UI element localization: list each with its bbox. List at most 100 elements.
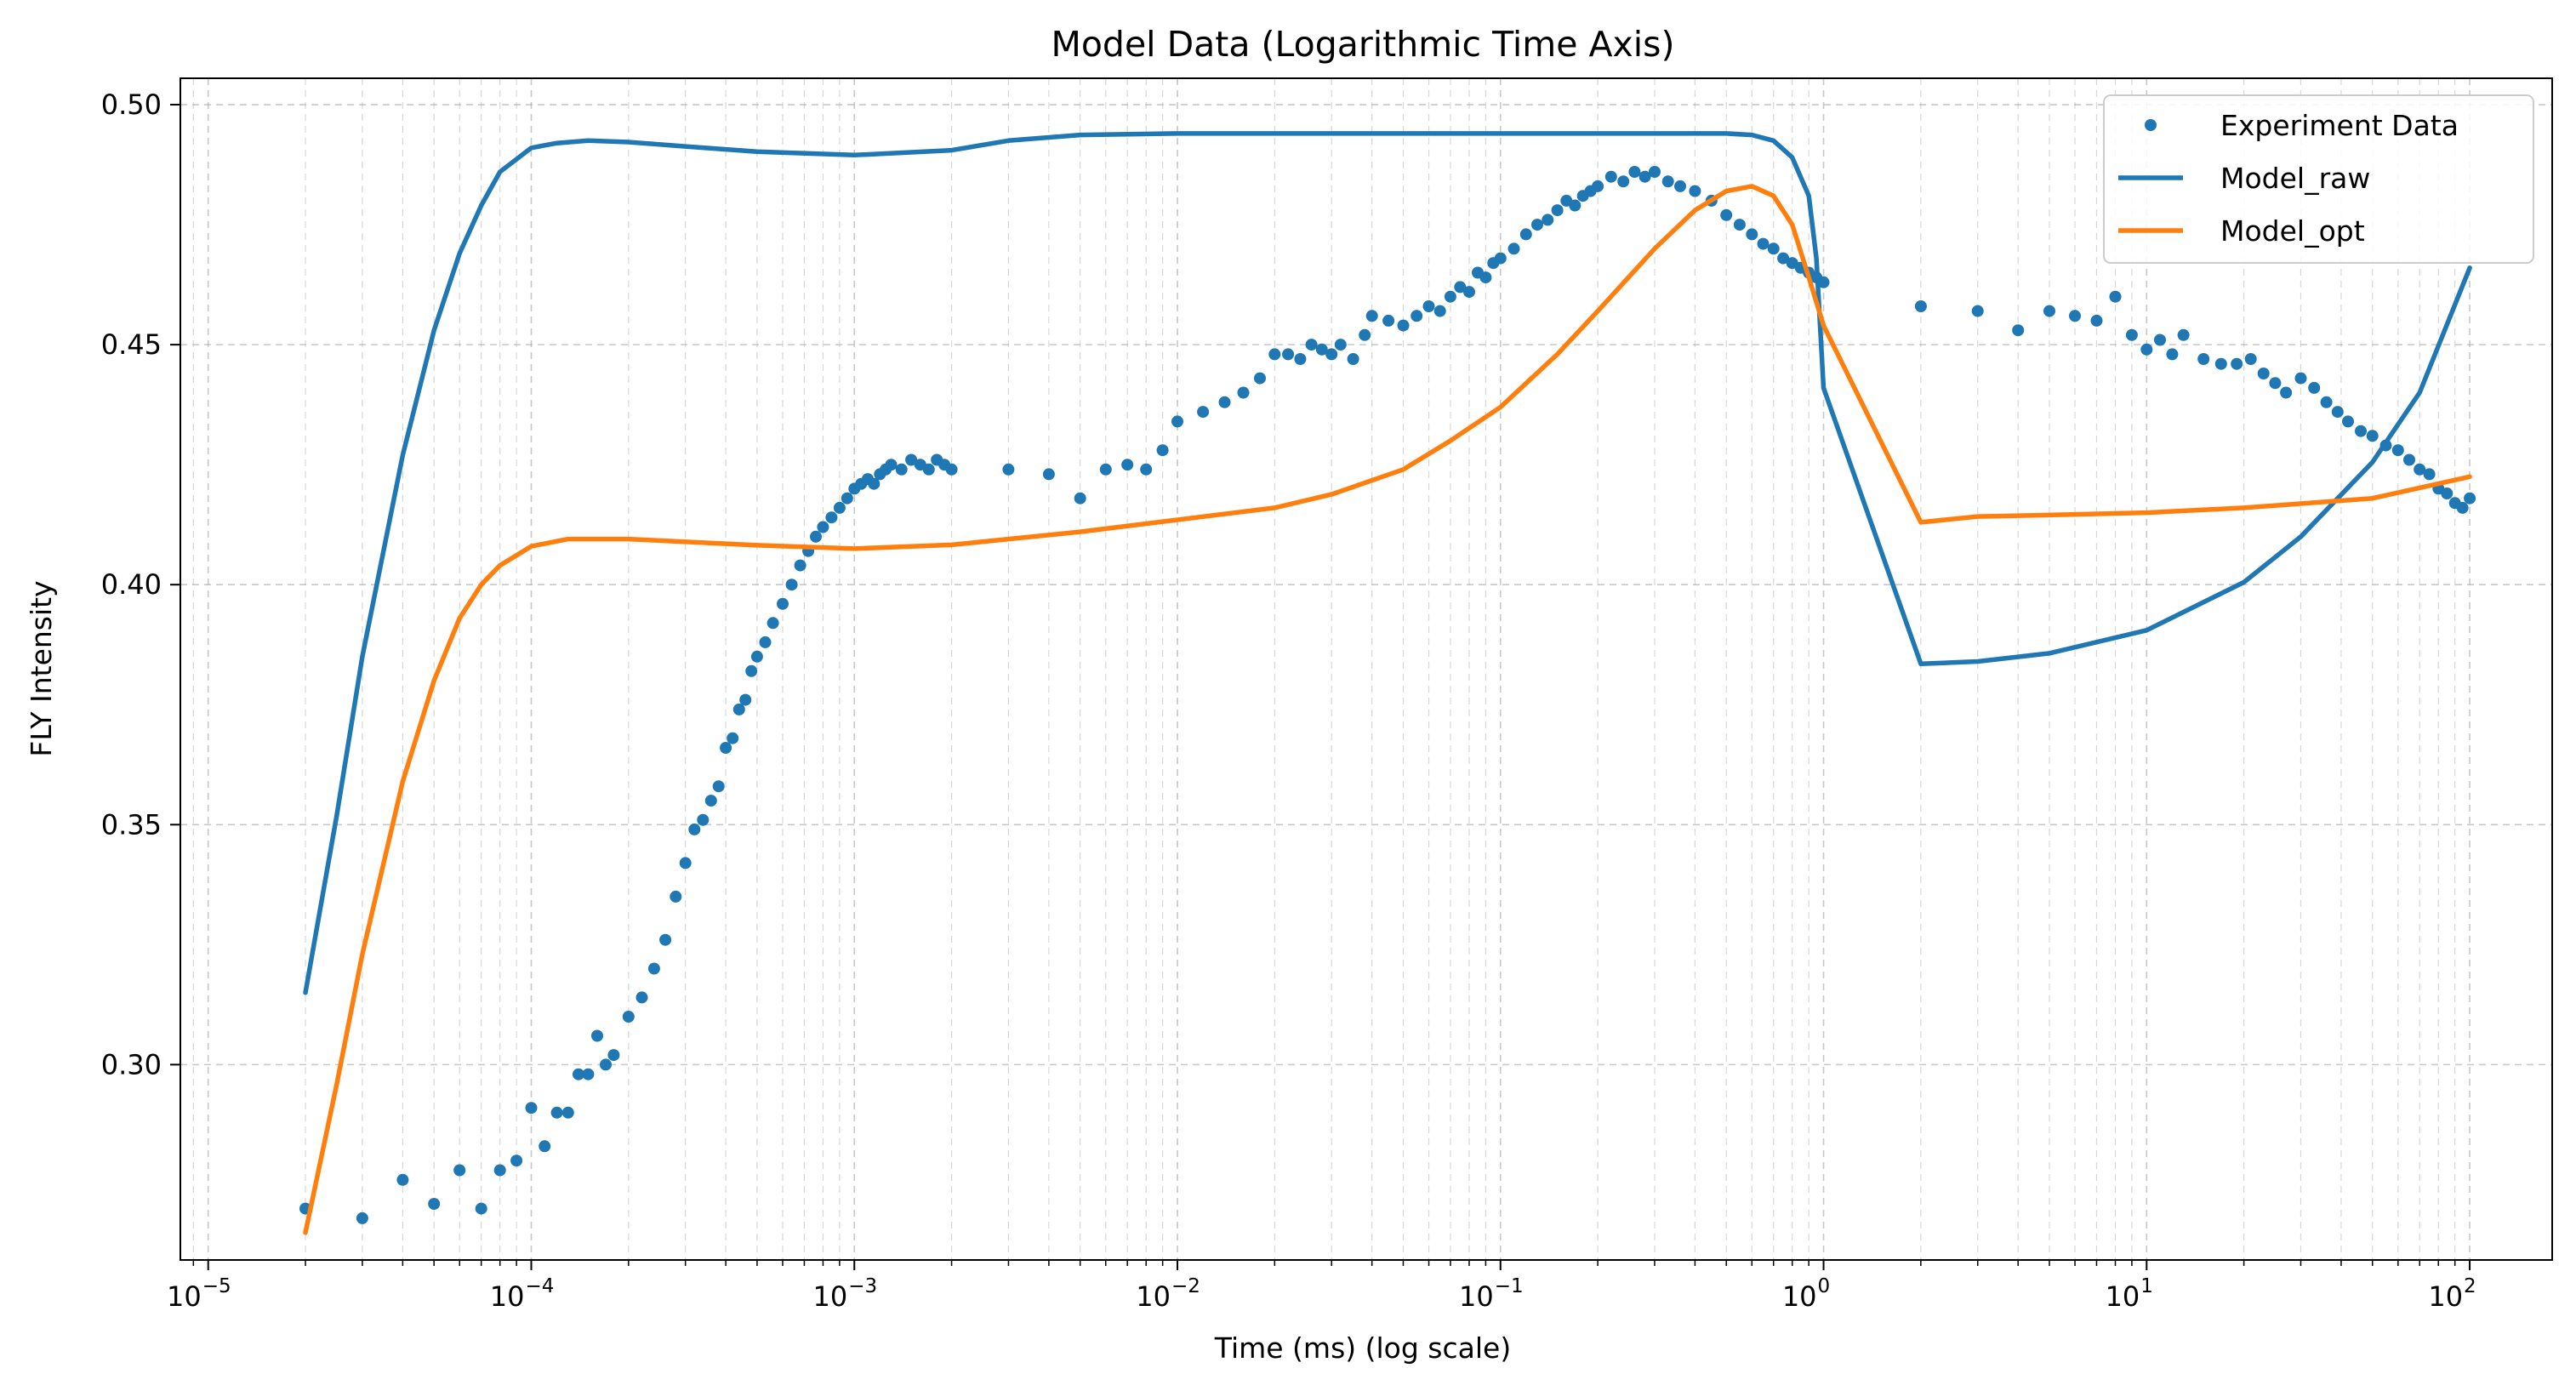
data-point — [539, 1140, 551, 1153]
chart-title: Model Data (Logarithmic Time Axis) — [1051, 24, 1674, 65]
data-point — [1325, 348, 1338, 361]
data-point — [905, 453, 918, 466]
data-point — [1282, 348, 1295, 361]
y-tick-label: 0.30 — [101, 1048, 162, 1080]
data-point — [1237, 386, 1250, 399]
data-point — [2280, 386, 2293, 399]
data-point — [945, 463, 958, 476]
legend: Experiment Data Model_raw Model_opt — [2103, 94, 2534, 264]
data-point — [1218, 396, 1231, 408]
x-tick-base: 10 — [1782, 1280, 1817, 1313]
data-point — [2140, 343, 2153, 356]
data-point — [2197, 353, 2210, 365]
data-point — [2154, 333, 2166, 346]
data-point — [1592, 180, 1604, 192]
data-point — [1531, 219, 1543, 231]
legend-box — [2103, 94, 2534, 264]
data-point — [2269, 377, 2282, 390]
data-point — [1746, 228, 1758, 241]
data-point — [2166, 348, 2179, 361]
data-point — [704, 795, 717, 807]
data-point — [817, 521, 829, 533]
data-point — [2308, 381, 2321, 394]
x-tick-exponent: −3 — [848, 1275, 877, 1297]
data-point — [2069, 310, 2081, 322]
data-point — [739, 693, 752, 706]
data-point — [1551, 204, 1564, 217]
y-tick-label: 0.35 — [101, 808, 162, 841]
x-tick-base: 10 — [2106, 1280, 2140, 1313]
data-point — [1757, 237, 1770, 250]
data-point — [679, 857, 692, 869]
data-point — [659, 933, 672, 946]
data-point — [1171, 415, 1183, 428]
data-point — [2403, 453, 2415, 466]
data-point — [2414, 463, 2426, 476]
data-point — [750, 650, 763, 663]
data-point — [2391, 444, 2404, 457]
data-point — [2125, 328, 2138, 341]
data-point — [2441, 487, 2453, 499]
data-point — [895, 463, 908, 476]
data-point — [767, 617, 779, 630]
x-tick-label: 10 2 — [2428, 1275, 2476, 1313]
data-point — [2342, 415, 2354, 428]
data-point — [1140, 463, 1153, 476]
x-tick-base: 10 — [813, 1280, 848, 1313]
data-point — [1382, 314, 1395, 327]
y-axis-label: FLY Intensity — [25, 580, 58, 756]
x-tick-label: 10 −5 — [167, 1275, 231, 1313]
data-point — [2294, 372, 2307, 385]
x-axis-ticks: 10 −5 10 −4 10 −3 10 −2 10 −1 10 0 10 1 10 2 — [167, 1260, 2476, 1313]
data-point — [1268, 348, 1281, 361]
data-point — [600, 1058, 612, 1071]
data-point — [2423, 468, 2436, 481]
data-point — [1254, 372, 1266, 385]
data-point — [1294, 353, 1307, 365]
legend-item: Model_opt — [2118, 214, 2365, 248]
data-point — [1305, 339, 1318, 351]
data-point — [1617, 175, 1630, 188]
data-point — [635, 991, 648, 1004]
data-point — [720, 742, 732, 754]
data-point — [2043, 305, 2055, 317]
data-point — [2012, 324, 2025, 337]
x-tick-base: 10 — [490, 1280, 525, 1313]
data-point — [2320, 396, 2333, 408]
x-tick-label: 10 −4 — [490, 1275, 555, 1313]
data-point — [1197, 406, 1210, 419]
data-point — [1767, 242, 1780, 255]
data-point — [1156, 444, 1169, 457]
x-tick-label: 10 1 — [2106, 1275, 2153, 1313]
data-point — [1334, 339, 1347, 351]
legend-item: Experiment Data — [2145, 109, 2459, 142]
grid — [180, 78, 2552, 1260]
data-point — [607, 1049, 620, 1062]
plot-background — [180, 78, 2552, 1260]
data-point — [1444, 290, 1456, 303]
series-layer — [299, 131, 2476, 1235]
plot-frame — [180, 77, 2553, 1261]
x-tick-exponent: −2 — [1171, 1275, 1200, 1297]
data-point — [2464, 492, 2476, 505]
x-tick-exponent: 2 — [2464, 1275, 2476, 1297]
data-point — [868, 477, 881, 490]
data-point — [759, 636, 772, 648]
data-point — [2331, 406, 2344, 419]
data-point — [1365, 310, 1378, 322]
x-tick-label: 10 −1 — [1459, 1275, 1524, 1313]
x-tick-exponent: −5 — [202, 1275, 231, 1297]
data-point — [525, 1102, 538, 1115]
data-point — [1002, 463, 1015, 476]
data-point — [582, 1068, 595, 1080]
data-point — [1397, 319, 1410, 332]
data-point — [1971, 305, 1984, 317]
data-point — [1649, 166, 1661, 178]
legend-label: Model_raw — [2220, 162, 2370, 195]
x-tick-exponent: −1 — [1495, 1275, 1524, 1297]
data-point — [885, 459, 898, 471]
data-point — [1519, 228, 1532, 241]
x-tick-exponent: −4 — [525, 1275, 554, 1297]
data-point — [428, 1198, 441, 1210]
